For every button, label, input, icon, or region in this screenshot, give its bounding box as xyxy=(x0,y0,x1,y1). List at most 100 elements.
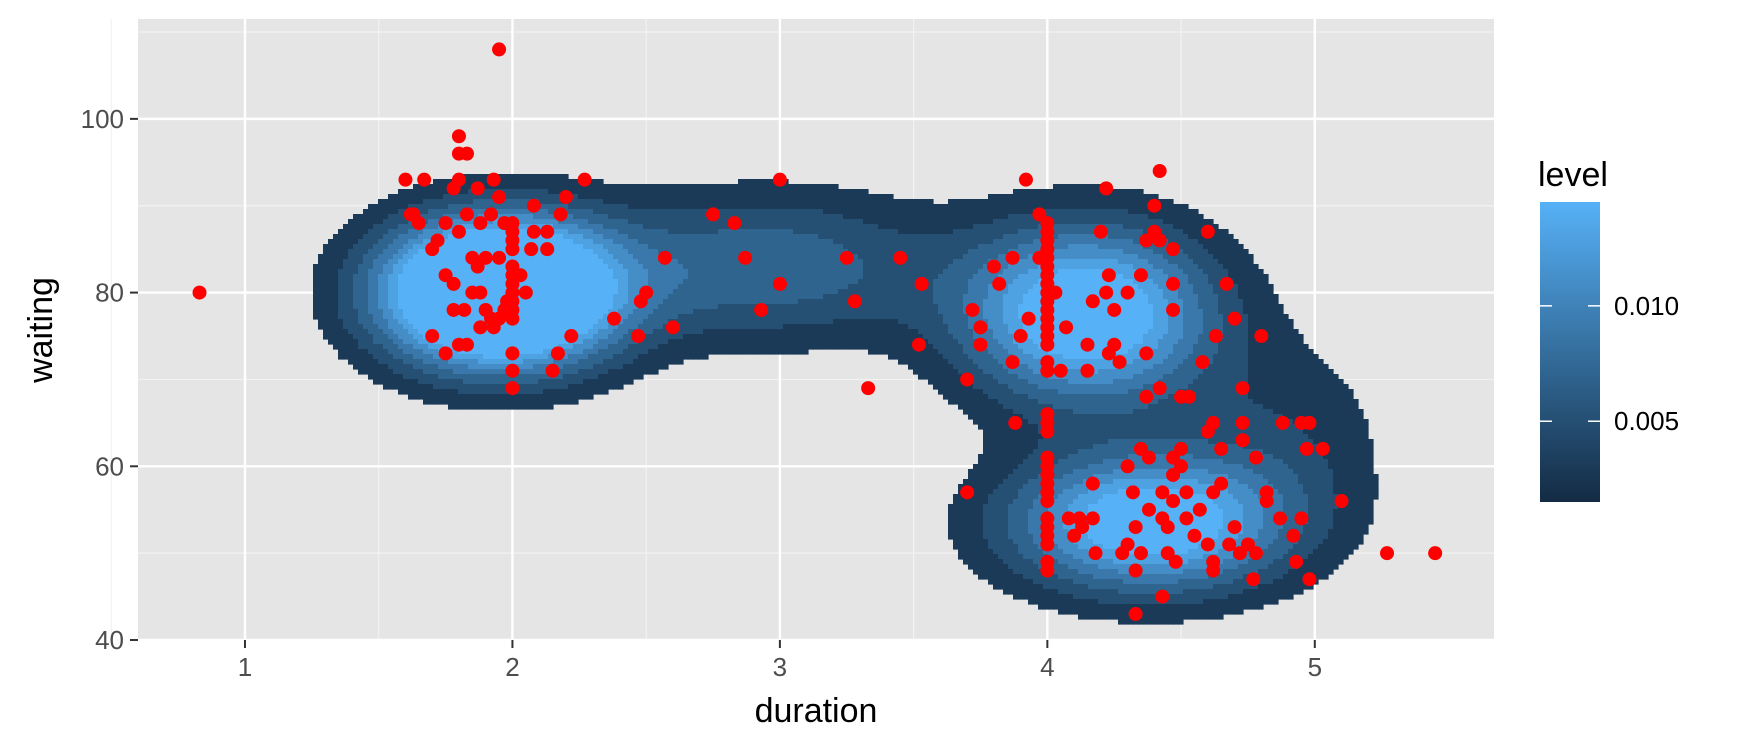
density-cell xyxy=(893,234,899,240)
density-cell xyxy=(408,244,414,250)
density-cell xyxy=(668,304,674,310)
density-cell xyxy=(428,324,434,330)
density-cell xyxy=(938,254,944,260)
density-cell xyxy=(568,314,574,320)
density-cell xyxy=(548,189,554,195)
density-cell xyxy=(793,204,799,210)
density-cell xyxy=(738,264,744,270)
density-cell xyxy=(423,384,429,390)
density-cell xyxy=(618,369,624,375)
density-cell xyxy=(393,379,399,385)
density-cell xyxy=(613,184,619,190)
density-cell xyxy=(328,339,334,345)
density-cell xyxy=(393,239,399,245)
density-cell xyxy=(783,339,789,345)
density-cell xyxy=(318,284,324,290)
density-cell xyxy=(943,359,949,365)
density-cell xyxy=(873,269,879,275)
density-cell xyxy=(438,279,444,285)
density-cell xyxy=(428,194,434,200)
density-cell xyxy=(558,399,564,405)
density-cell xyxy=(448,194,454,200)
density-cell xyxy=(573,279,579,285)
density-cell xyxy=(368,219,374,225)
density-cell xyxy=(368,274,374,280)
density-cell xyxy=(548,214,554,220)
density-cell xyxy=(558,269,564,275)
density-cell xyxy=(763,204,769,210)
density-cell xyxy=(948,204,954,210)
density-cell xyxy=(698,199,704,205)
density-cell xyxy=(358,319,364,325)
density-cell xyxy=(863,214,869,220)
density-cell xyxy=(613,224,619,230)
density-cell xyxy=(823,219,829,225)
density-cell xyxy=(568,359,574,365)
density-cell xyxy=(693,254,699,260)
density-cell xyxy=(578,394,584,400)
density-cell xyxy=(823,259,829,265)
density-cell xyxy=(753,299,759,305)
density-cell xyxy=(353,224,359,230)
density-cell xyxy=(748,204,754,210)
density-cell xyxy=(478,239,484,245)
density-cell xyxy=(588,339,594,345)
density-cell xyxy=(718,259,724,265)
density-cell xyxy=(393,299,399,305)
density-cell xyxy=(893,339,899,345)
density-cell xyxy=(608,324,614,330)
density-cell xyxy=(448,244,454,250)
density-cell xyxy=(848,284,854,290)
density-cell xyxy=(888,309,894,315)
density-cell xyxy=(423,374,429,380)
density-cell xyxy=(913,229,919,235)
density-cell xyxy=(558,234,564,240)
density-cell xyxy=(793,259,799,265)
density-cell xyxy=(523,299,529,305)
density-cell xyxy=(408,189,414,195)
density-cell xyxy=(858,234,864,240)
density-cell xyxy=(888,324,894,330)
density-cell xyxy=(648,354,654,360)
density-cell xyxy=(748,309,754,315)
density-cell xyxy=(858,289,864,295)
density-cell xyxy=(953,384,959,390)
density-cell xyxy=(413,254,419,260)
density-cell xyxy=(593,199,599,205)
density-cell xyxy=(618,319,624,325)
density-cell xyxy=(513,379,519,385)
density-cell xyxy=(418,304,424,310)
density-cell xyxy=(903,309,909,315)
density-cell xyxy=(763,184,769,190)
density-cell xyxy=(433,209,439,215)
density-cell xyxy=(903,349,909,355)
density-cell xyxy=(938,274,944,280)
density-cell xyxy=(383,249,389,255)
density-cell xyxy=(343,329,349,335)
density-cell xyxy=(393,264,399,270)
density-cell xyxy=(893,264,899,270)
density-cell xyxy=(863,294,869,300)
density-cell xyxy=(668,224,674,230)
density-cell xyxy=(798,304,804,310)
density-cell xyxy=(408,264,414,270)
density-cell xyxy=(753,204,759,210)
density-cell xyxy=(458,369,464,375)
density-cell xyxy=(923,199,929,205)
density-cell xyxy=(613,259,619,265)
density-cell xyxy=(748,349,754,355)
density-cell xyxy=(948,289,954,295)
density-cell xyxy=(628,279,634,285)
density-cell xyxy=(653,209,659,215)
density-cell xyxy=(433,364,439,370)
density-cell xyxy=(668,289,674,295)
density-cell xyxy=(563,244,569,250)
density-cell xyxy=(853,244,859,250)
density-cell xyxy=(513,254,519,260)
density-cell xyxy=(853,259,859,265)
density-cell xyxy=(658,344,664,350)
density-cell xyxy=(783,309,789,315)
density-cell xyxy=(953,249,959,255)
density-cell xyxy=(643,359,649,365)
density-cell xyxy=(833,319,839,325)
